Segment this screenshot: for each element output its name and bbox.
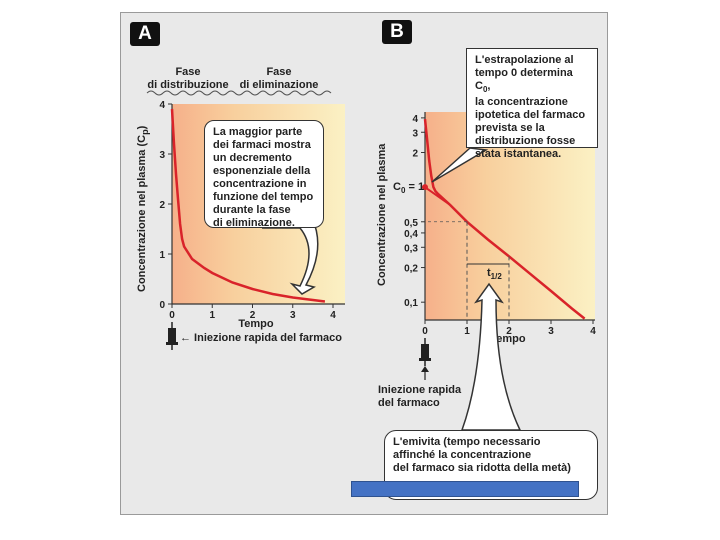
callout-b-top-line-2: tempo 0 determina C0, — [475, 67, 589, 96]
callout-a-line-3: un decremento — [213, 152, 292, 164]
panel-b-y-tick-label: 0,5 — [404, 218, 418, 229]
callout-a-line-1: La maggior parte — [213, 126, 303, 138]
callout-b-top-line-7: stata istantanea. — [475, 148, 562, 161]
callout-b-bottom-arrow — [460, 282, 522, 431]
callout-b-top-line-3: la concentrazione — [475, 96, 568, 109]
callout-b-top-line-1: L'estrapolazione al — [475, 54, 574, 66]
callout-b-top-line-2-tail: , — [487, 80, 491, 92]
callout-b-top-line-4: ipotetica del farmaco — [475, 109, 586, 122]
panel-a-y-tick-label: 1 — [159, 250, 165, 261]
panel-a-series-line — [170, 108, 326, 303]
callout-b-top-line-6: distribuzione fosse — [475, 135, 576, 148]
panel-b-y-tick-label: 0,1 — [404, 298, 418, 309]
syringe-icon-b — [419, 338, 431, 380]
callout-b-bottom-line-2: affinché la concentrazione — [393, 449, 532, 461]
c0-letter: C — [393, 181, 401, 193]
phase-elimination-line-1: Fase — [266, 66, 292, 78]
callout-a-line-6: funzione del tempo — [213, 191, 314, 203]
c0-eq: = 1 — [405, 181, 424, 193]
panel-b-badge: B — [382, 20, 412, 44]
half-life-sub: 1/2 — [491, 272, 503, 281]
panel-a-x-tick-label: 2 — [250, 310, 256, 321]
panel-a-x-tick-label: 4 — [330, 310, 336, 321]
overlay-bar — [351, 481, 579, 497]
callout-b-bottom-line-1: L'emivita (tempo necessario — [393, 436, 541, 448]
panel-b-y-tick-label: 0,4 — [404, 229, 418, 240]
phase-distribution-label: Fase di distribuzione — [146, 66, 230, 92]
panel-b-injection-line-2: del farmaco — [378, 397, 440, 409]
panel-b-y-tick-label: 0,2 — [404, 264, 418, 275]
phase-distribution-line-2: di distribuzione — [147, 79, 229, 91]
panel-b-x-tick-label: 3 — [548, 326, 554, 337]
panel-b-y-tick-label: 0,3 — [404, 243, 418, 254]
c0-point — [422, 184, 428, 191]
panel-a-y-tick-label: 3 — [159, 150, 165, 161]
panel-b-injection-line-1: Iniezione rapida — [378, 384, 462, 396]
half-life-label: t1/2 — [487, 267, 502, 281]
panel-a-x-tick-label: 3 — [290, 310, 296, 321]
panel-b-x-tick-label: 2 — [506, 326, 512, 337]
panel-b-y-tick-label: 4 — [412, 114, 418, 125]
panel-b-x-axis-title: Tempo — [490, 333, 526, 345]
panel-a-x-tick-label: 0 — [169, 310, 175, 321]
callout-b-top: L'estrapolazione al tempo 0 determina C0… — [466, 48, 598, 160]
callout-b-top-pointer — [431, 147, 489, 183]
panel-b-y-tick-label: 3 — [412, 128, 418, 139]
panel-a-y-tick-label: 2 — [159, 200, 165, 211]
callout-a-line-2: dei farmaci mostra — [213, 139, 311, 151]
syringe-icon-a — [166, 322, 178, 350]
panel-a-injection-caption: ← Iniezione rapida del farmaco — [180, 332, 342, 344]
callout-b-bottom-line-3: del farmaco sia ridotta della metà) — [393, 462, 571, 474]
c0-sub: 0 — [401, 186, 406, 195]
phase-distribution-line-1: Fase — [175, 66, 201, 78]
callout-b-top-line-5: prevista se la — [475, 122, 545, 135]
phase-brace-a — [146, 90, 332, 96]
panel-a-y-tick-label: 0 — [159, 300, 165, 311]
panel-b-y-tick-label: 2 — [412, 149, 418, 160]
phase-elimination-label: Fase di eliminazione — [236, 66, 322, 92]
callout-a-line-5: concentrazione in — [213, 178, 307, 190]
panel-a-y-tick-label: 4 — [159, 100, 165, 111]
panel-a-x-tick-label: 1 — [209, 310, 215, 321]
panel-b-x-tick-label: 1 — [464, 326, 470, 337]
callout-b-top-line-2-text: tempo 0 determina C — [475, 67, 573, 92]
callout-a-line-7: durante la fase — [213, 204, 291, 216]
phase-elimination-line-2: di eliminazione — [239, 79, 319, 91]
panel-a-badge: A — [130, 22, 160, 46]
callout-a: La maggior parte dei farmaci mostra un d… — [204, 120, 324, 229]
panel-a-x-axis-title: Tempo — [238, 318, 274, 330]
callout-a-line-4: esponenziale della — [213, 165, 311, 177]
panel-b-x-tick-label: 4 — [590, 326, 596, 337]
panel-b-injection-caption: Iniezione rapida del farmaco — [378, 384, 461, 410]
callout-a-line-8: di eliminazione. — [213, 217, 295, 229]
c0-label: C0 = 1 — [393, 181, 424, 195]
half-life-letter: t — [487, 267, 491, 279]
panel-b-x-tick-label: 0 — [422, 326, 428, 337]
callout-b-top-line-2-sub: 0 — [482, 85, 488, 95]
